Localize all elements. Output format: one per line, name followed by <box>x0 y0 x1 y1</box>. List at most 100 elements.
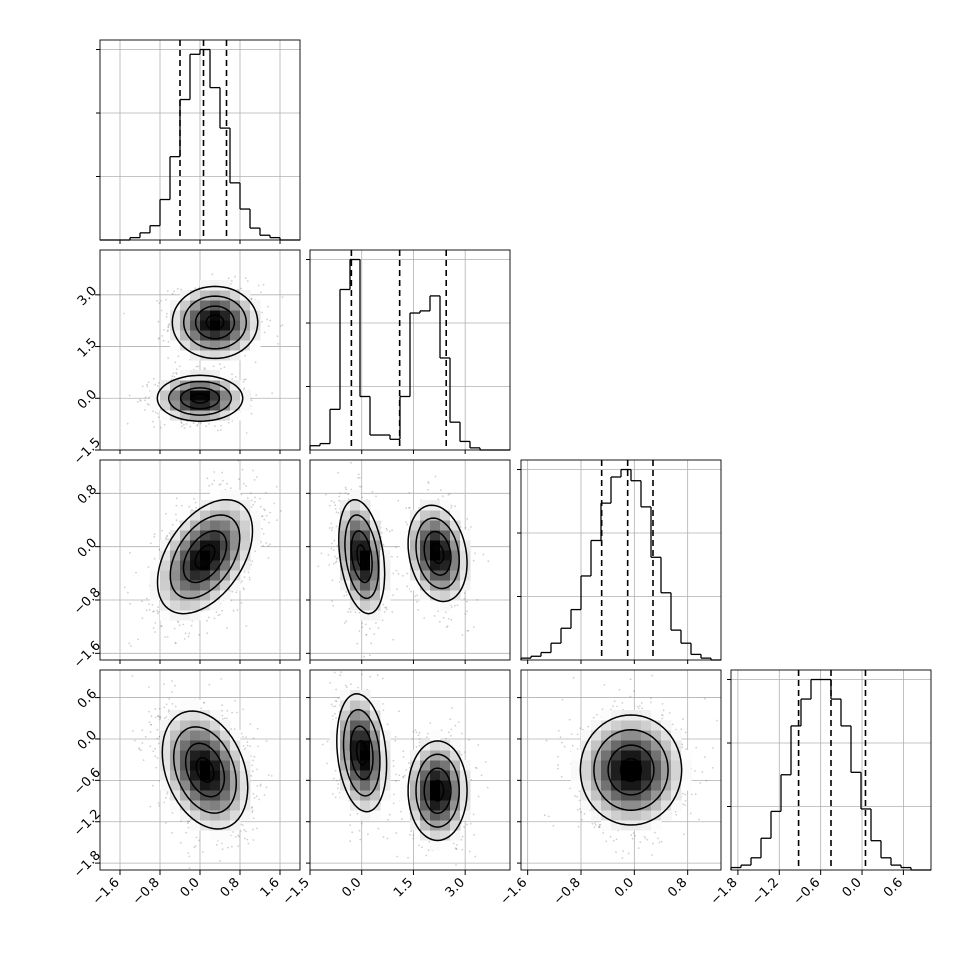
scatter-point <box>439 621 441 623</box>
scatter-point <box>145 396 147 398</box>
scatter-point <box>172 293 174 295</box>
scatter-point <box>185 632 187 634</box>
density-cell <box>240 530 251 541</box>
density-cell <box>210 590 221 601</box>
scatter-point <box>160 427 162 429</box>
scatter-point <box>137 639 139 641</box>
scatter-point <box>328 564 330 566</box>
scatter-point <box>345 487 347 489</box>
scatter-point <box>255 394 257 396</box>
scatter-point <box>282 296 284 298</box>
scatter-point <box>457 604 459 606</box>
scatter-point <box>248 572 250 574</box>
scatter-point <box>129 395 131 397</box>
scatter-point <box>333 502 335 504</box>
scatter-point <box>454 605 456 607</box>
density-cell <box>180 370 191 381</box>
scatter-point <box>173 291 175 293</box>
scatter-point <box>331 600 333 602</box>
scatter-point <box>328 554 330 556</box>
scatter-point <box>470 526 472 528</box>
scatter-point <box>124 587 126 589</box>
scatter-point <box>345 488 347 490</box>
scatter-point <box>176 519 178 521</box>
scatter-point <box>231 373 233 375</box>
scatter-point <box>246 432 248 434</box>
scatter-point <box>391 611 393 613</box>
scatter-point <box>254 479 256 481</box>
scatter-point <box>261 312 263 314</box>
density-cell <box>220 490 231 501</box>
scatter-point <box>241 580 243 582</box>
scatter-point <box>254 501 256 503</box>
scatter-point <box>333 540 335 542</box>
scatter-point <box>476 599 478 601</box>
scatter-point <box>329 527 331 529</box>
density-cell <box>210 300 221 311</box>
scatter-point <box>244 576 246 578</box>
scatter-point <box>358 474 360 476</box>
histogram-panel-0 <box>96 40 300 240</box>
scatter-point <box>235 592 237 594</box>
pair-plot-area <box>310 460 510 667</box>
scatter-point <box>268 325 270 327</box>
scatter-point <box>330 523 332 525</box>
scatter-point <box>418 507 420 509</box>
scatter-point <box>188 632 190 634</box>
scatter-point <box>382 619 384 621</box>
scatter-point <box>447 625 449 627</box>
scatter-point <box>271 392 273 394</box>
scatter-point <box>161 530 163 532</box>
density-cell <box>240 540 251 551</box>
scatter-point <box>166 313 168 315</box>
scatter-point <box>359 477 361 479</box>
scatter-point <box>243 379 245 381</box>
scatter-point <box>448 494 450 496</box>
density-cell <box>240 290 251 301</box>
scatter-point <box>181 422 183 424</box>
scatter-point <box>242 469 244 471</box>
scatter-point <box>332 605 334 607</box>
scatter-point <box>386 528 388 530</box>
scatter-point <box>325 494 327 496</box>
scatter-point <box>181 505 183 507</box>
density-cell <box>230 490 241 501</box>
scatter-point <box>398 573 400 575</box>
scatter-point <box>233 610 235 612</box>
scatter-point <box>265 542 267 544</box>
scatter-point <box>332 579 334 581</box>
scatter-point <box>445 611 447 613</box>
scatter-point <box>331 500 333 502</box>
scatter-point <box>166 536 168 538</box>
pair-panel-0-1 <box>100 250 300 450</box>
scatter-point <box>345 620 347 622</box>
scatter-point <box>148 404 150 406</box>
density-cell <box>220 500 231 511</box>
scatter-point <box>343 595 345 597</box>
scatter-point <box>451 505 453 507</box>
scatter-point <box>336 561 338 563</box>
scatter-point <box>451 619 453 621</box>
scatter-point <box>238 478 240 480</box>
scatter-point <box>184 427 186 429</box>
scatter-point <box>358 630 360 632</box>
scatter-point <box>251 399 253 401</box>
scatter-point <box>177 288 179 290</box>
scatter-point <box>382 604 384 606</box>
scatter-point <box>226 483 228 485</box>
scatter-point <box>142 386 144 388</box>
scatter-point <box>198 422 200 424</box>
density-cell <box>250 320 261 331</box>
scatter-point <box>159 302 161 304</box>
density-cell <box>170 320 181 331</box>
scatter-point <box>186 423 188 425</box>
scatter-point <box>150 542 152 544</box>
scatter-point <box>197 366 199 368</box>
scatter-point <box>166 316 168 318</box>
scatter-point <box>346 594 348 596</box>
scatter-point <box>260 506 262 508</box>
scatter-point <box>155 412 157 414</box>
density-cell <box>180 510 191 521</box>
scatter-point <box>163 329 165 331</box>
